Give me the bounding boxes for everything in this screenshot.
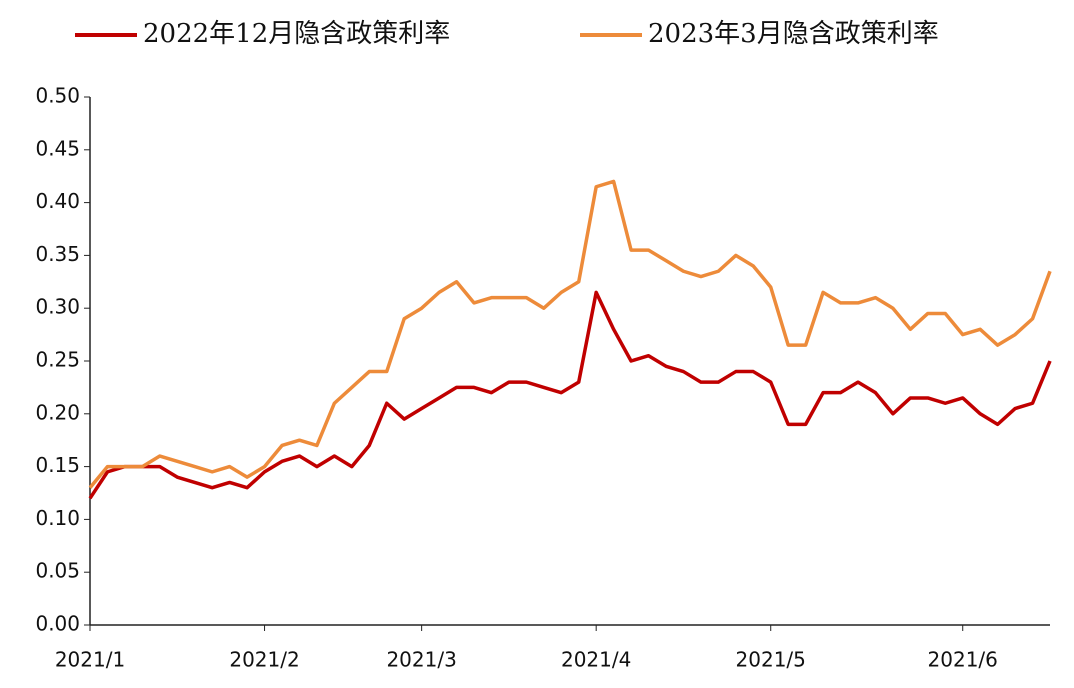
x-tick-label: 2021/1 (55, 648, 125, 672)
y-tick-label: 0.45 (35, 136, 80, 160)
legend-label: 2022年12月隐含政策利率 (143, 19, 450, 49)
x-tick-label: 2021/3 (386, 648, 456, 672)
x-tick-label: 2021/4 (561, 648, 631, 672)
legend-label: 2023年3月隐含政策利率 (648, 19, 939, 49)
x-tick-label: 2021/5 (736, 648, 806, 672)
y-tick-label: 0.20 (35, 400, 80, 424)
x-tick-label: 2021/2 (229, 648, 299, 672)
y-tick-label: 0.40 (35, 189, 80, 213)
y-tick-label: 0.10 (35, 506, 80, 530)
y-tick-label: 0.30 (35, 295, 80, 319)
y-tick-label: 0.05 (35, 559, 80, 583)
y-tick-label: 0.15 (35, 453, 80, 477)
series-line (88, 179, 1052, 489)
y-tick-label: 0.35 (35, 242, 80, 266)
y-tick-label: 0.25 (35, 348, 80, 372)
series-line (88, 290, 1052, 500)
y-tick-label: 0.50 (35, 84, 80, 108)
x-tick-label: 2021/6 (928, 648, 998, 672)
y-tick-label: 0.00 (35, 612, 80, 636)
